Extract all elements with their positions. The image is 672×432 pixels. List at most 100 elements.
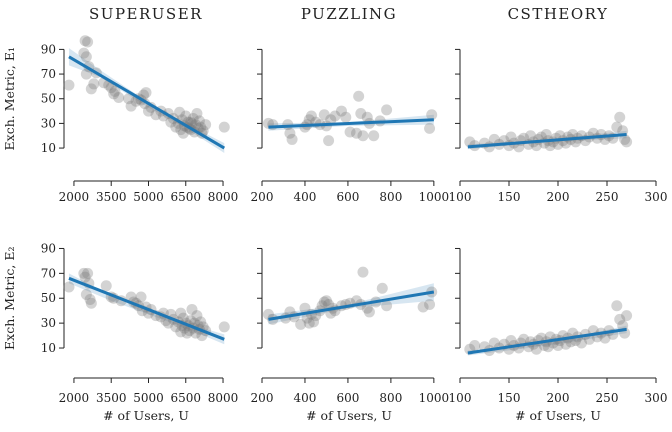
data-point	[488, 133, 500, 145]
data-point	[353, 90, 365, 102]
data-point	[185, 116, 197, 128]
data-point	[175, 307, 187, 319]
data-point	[190, 119, 202, 131]
data-point	[187, 112, 199, 124]
data-point	[262, 308, 274, 320]
data-point	[218, 321, 230, 333]
data-point	[186, 303, 198, 315]
data-point	[424, 298, 436, 310]
data-point	[344, 126, 356, 138]
data-point	[175, 326, 187, 338]
regression-line	[68, 276, 225, 341]
x-tick-label: 400	[294, 190, 317, 204]
data-point	[424, 122, 436, 134]
data-point	[381, 300, 393, 312]
y-tick-label: 70	[41, 266, 56, 280]
data-point	[125, 100, 137, 112]
data-point	[170, 321, 182, 333]
data-point	[80, 51, 92, 63]
data-point	[100, 280, 112, 292]
data-point	[181, 327, 193, 339]
data-point	[614, 313, 626, 325]
data-point	[80, 289, 92, 301]
x-tick-label: 400	[294, 391, 317, 405]
data-point	[305, 110, 317, 122]
data-point	[469, 340, 481, 352]
data-point	[301, 312, 313, 324]
data-point	[363, 306, 375, 318]
data-point	[80, 68, 92, 80]
x-axis-label: # of Users, U	[515, 408, 601, 423]
x-tick-label: 2000	[59, 190, 90, 204]
data-point	[318, 109, 330, 121]
data-point	[505, 131, 517, 143]
x-tick-label: 6500	[170, 391, 201, 405]
data-point	[552, 340, 564, 352]
data-point	[79, 35, 91, 47]
x-tick-label: 250	[596, 391, 619, 405]
data-point	[530, 343, 542, 355]
panel-4: 200 400 600 800 1000 # of Users, U	[251, 247, 449, 423]
data-point	[361, 302, 373, 314]
data-point	[303, 114, 315, 126]
y-tick-label: 30	[41, 116, 56, 130]
x-tick-label: 200	[547, 190, 570, 204]
data-point	[323, 135, 335, 147]
x-tick-label: 600	[336, 190, 359, 204]
data-point	[109, 85, 121, 97]
data-point	[195, 316, 207, 328]
data-point	[85, 297, 97, 309]
data-point	[284, 127, 296, 139]
data-point	[63, 79, 75, 91]
data-point	[355, 108, 367, 120]
y-tick-label: 90	[41, 241, 56, 255]
data-point	[464, 136, 476, 148]
data-point	[113, 92, 125, 103]
x-tick-label: 150	[498, 391, 521, 405]
data-point	[560, 338, 572, 350]
data-point	[621, 136, 633, 148]
data-point	[78, 47, 90, 59]
y-tick-label: 30	[41, 316, 56, 330]
data-point	[140, 87, 152, 99]
data-point	[611, 121, 623, 133]
data-point	[599, 332, 611, 344]
data-point	[63, 281, 75, 293]
data-point	[193, 115, 205, 127]
data-point	[518, 333, 530, 345]
x-tick-label: 600	[336, 391, 359, 405]
data-point	[619, 133, 631, 145]
panel-title: PUZZLING	[301, 5, 397, 23]
panel-1: 200 400 600 800 1000 PUZZLING	[251, 5, 450, 204]
x-tick-label: 300	[645, 190, 668, 204]
data-point	[78, 267, 90, 279]
panel-title: CSTHEORY	[508, 5, 609, 23]
data-point	[142, 105, 154, 117]
x-tick-label: 8000	[208, 190, 239, 204]
data-point	[85, 83, 97, 95]
x-axis-label: # of Users, U	[306, 408, 392, 423]
x-tick-label: 3500	[96, 190, 127, 204]
y-tick-label: 70	[41, 67, 56, 81]
data-point	[191, 108, 203, 120]
y-tick-label: 50	[41, 92, 56, 106]
x-tick-label: 150	[498, 190, 521, 204]
regression-line	[68, 55, 226, 150]
data-point	[135, 291, 147, 303]
y-tick-label: 90	[41, 42, 56, 56]
data-point	[611, 300, 623, 312]
data-point	[323, 298, 335, 310]
data-point	[299, 302, 311, 314]
x-tick-label: 300	[645, 391, 668, 405]
data-point	[286, 133, 298, 145]
data-point	[84, 293, 96, 305]
x-tick-label: 800	[379, 391, 402, 405]
data-point	[191, 310, 203, 322]
x-tick-label: 1000	[419, 190, 450, 204]
data-point	[150, 109, 162, 121]
data-point	[614, 111, 626, 123]
data-point	[82, 267, 94, 279]
data-point	[544, 140, 556, 152]
y-tick-label: 50	[41, 291, 56, 305]
